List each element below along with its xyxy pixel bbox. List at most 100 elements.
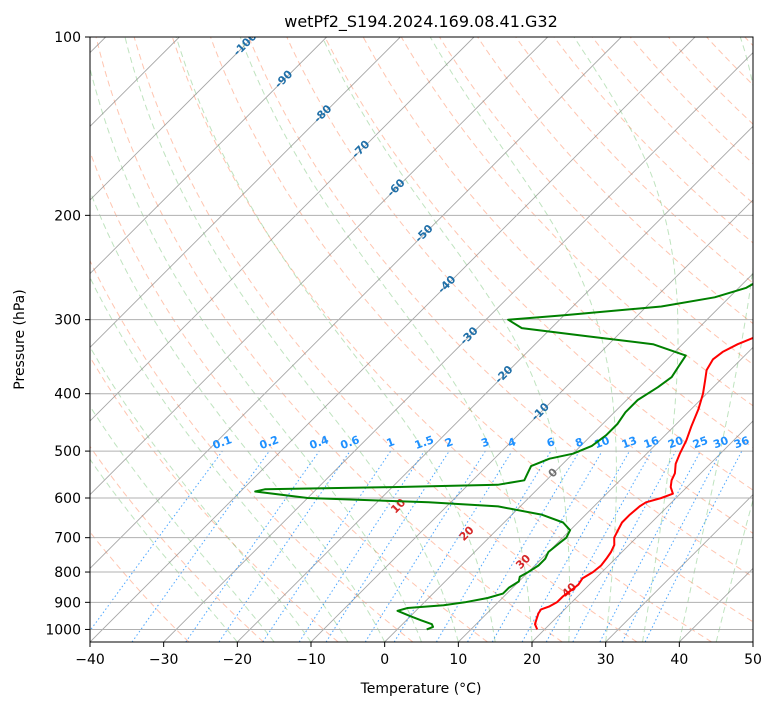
dry-adiabat-line: [90, 356, 339, 642]
y-tick-label: 200: [54, 208, 81, 224]
mixing-ratio-label: 6: [545, 435, 557, 450]
moist-adiabat-line: [90, 189, 386, 642]
isotherm-label: -70: [349, 138, 372, 161]
dry-adiabat-line: [95, 37, 563, 642]
mixing-ratio-label: 20: [666, 434, 685, 452]
dry-adiabat-line: [744, 37, 753, 47]
mixing-ratio-label: 0.4: [308, 433, 331, 452]
mixing-ratio-label: 4: [506, 435, 518, 450]
y-tick-label: 100: [54, 30, 81, 46]
dry-adiabat-line: [553, 37, 753, 244]
y-tick-label: 300: [54, 313, 81, 329]
dry-adiabat-line: [400, 37, 753, 407]
isotherm-line: [605, 494, 753, 642]
y-tick-label: 1000: [45, 622, 81, 638]
isotherm-line: [163, 52, 753, 642]
mixing-ratio-label: 10: [593, 434, 612, 452]
plot-frame: [89, 36, 754, 643]
mixing-ratio-line: [393, 450, 513, 642]
dry-adiabat-line: [286, 37, 753, 534]
x-tick-label: −10: [296, 652, 326, 668]
mixing-ratio-line: [572, 450, 677, 642]
dry-adiabat-line: [133, 37, 638, 642]
dry-adiabat-line: [210, 37, 753, 623]
mixing-ratio-line: [644, 450, 743, 642]
isotherm-line: [310, 199, 753, 642]
mixing-ratio-line: [364, 450, 486, 642]
dry-adiabat-line: [90, 259, 414, 642]
isotherm-label: -100: [231, 30, 260, 59]
mixing-ratio-line: [131, 450, 270, 642]
isotherm-label: -60: [384, 176, 407, 199]
y-tick-label: 900: [54, 595, 81, 611]
mixing-ratio-label: 13: [620, 434, 639, 451]
x-tick-label: 0: [380, 652, 389, 668]
isotherm-line: [90, 37, 475, 422]
mixing-ratio-label: 0.6: [339, 433, 362, 452]
isotherm-line: [531, 420, 753, 642]
isotherm-line: [90, 37, 401, 348]
y-tick-label: 400: [54, 387, 81, 403]
dry-adiabat-line: [90, 150, 488, 642]
moist-adiabat-line: [175, 37, 496, 642]
mixing-ratio-line: [298, 450, 425, 642]
x-tick-label: 10: [449, 652, 467, 668]
mixing-ratio-label: 2: [443, 435, 455, 450]
isotherm-label: -20: [492, 363, 515, 386]
mixing-ratio-label: 3: [479, 435, 491, 450]
mixing-ratio-label: 0.1: [211, 433, 234, 452]
mixing-ratio-line: [218, 450, 351, 642]
moist-adiabat-line: [573, 37, 679, 642]
x-tick-label: 50: [744, 652, 762, 668]
dry-adiabat-line: [248, 37, 753, 578]
isotherm-line: [752, 641, 753, 642]
isotherm-label: -80: [311, 102, 334, 125]
x-tick-label: 20: [523, 652, 541, 668]
x-tick-label: 40: [670, 652, 688, 668]
background-lines: [90, 24, 775, 642]
isotherm-label: -90: [272, 67, 295, 90]
dry-adiabat-line: [438, 37, 753, 366]
mixing-ratio-line: [262, 450, 392, 642]
isotherm-line: [90, 37, 622, 569]
y-axis-title: Pressure (hPa): [12, 289, 28, 389]
moist-adiabat-line: [321, 37, 571, 642]
mixing-ratio-line: [545, 450, 653, 642]
dry-adiabat-line: [705, 37, 753, 86]
y-tick-label: 800: [54, 565, 81, 581]
isotherm-line: [458, 346, 753, 642]
x-tick-label: 30: [597, 652, 615, 668]
pressure-grid: [90, 37, 753, 630]
mixing-ratio-line: [435, 450, 552, 642]
dry-adiabat-line: [90, 531, 190, 642]
moist-adiabat-label: 20: [457, 523, 477, 543]
temperature-line: [534, 336, 753, 630]
isotherm-line: [90, 37, 696, 642]
mixing-ratio-line: [599, 450, 701, 642]
y-tick-label: 500: [54, 444, 81, 460]
dry-adiabat-line: [476, 37, 753, 325]
x-tick-label: −30: [149, 652, 179, 668]
mixing-ratio-line: [325, 450, 450, 642]
moist-adiabat-line: [715, 497, 753, 642]
dry-adiabat-line: [362, 37, 753, 449]
mixing-ratio-line: [90, 450, 223, 632]
dry-adiabat-line: [770, 24, 775, 642]
dry-adiabat-line: [591, 37, 753, 204]
isotherm-line: [90, 37, 548, 496]
isotherm-line: [384, 273, 753, 642]
moist-adiabat-line: [429, 37, 617, 642]
mixing-ratio-label: 1: [385, 435, 397, 450]
mixing-ratio-label: 8: [573, 435, 585, 450]
moist-adiabat-line: [90, 276, 349, 642]
isotherm-label: 0: [546, 465, 561, 480]
x-tick-label: −40: [75, 652, 105, 668]
moist-adiabat-line: [90, 346, 312, 642]
isotherm-line: [679, 567, 753, 642]
moist-adiabat-label: 10: [388, 496, 408, 516]
mixing-ratio-label: 1.5: [413, 433, 436, 452]
mixing-ratio-label: 36: [732, 434, 751, 452]
moist-adiabat-line: [239, 37, 533, 642]
mixing-ratio-label: 16: [642, 434, 661, 452]
dry-adiabat-line: [667, 37, 753, 125]
